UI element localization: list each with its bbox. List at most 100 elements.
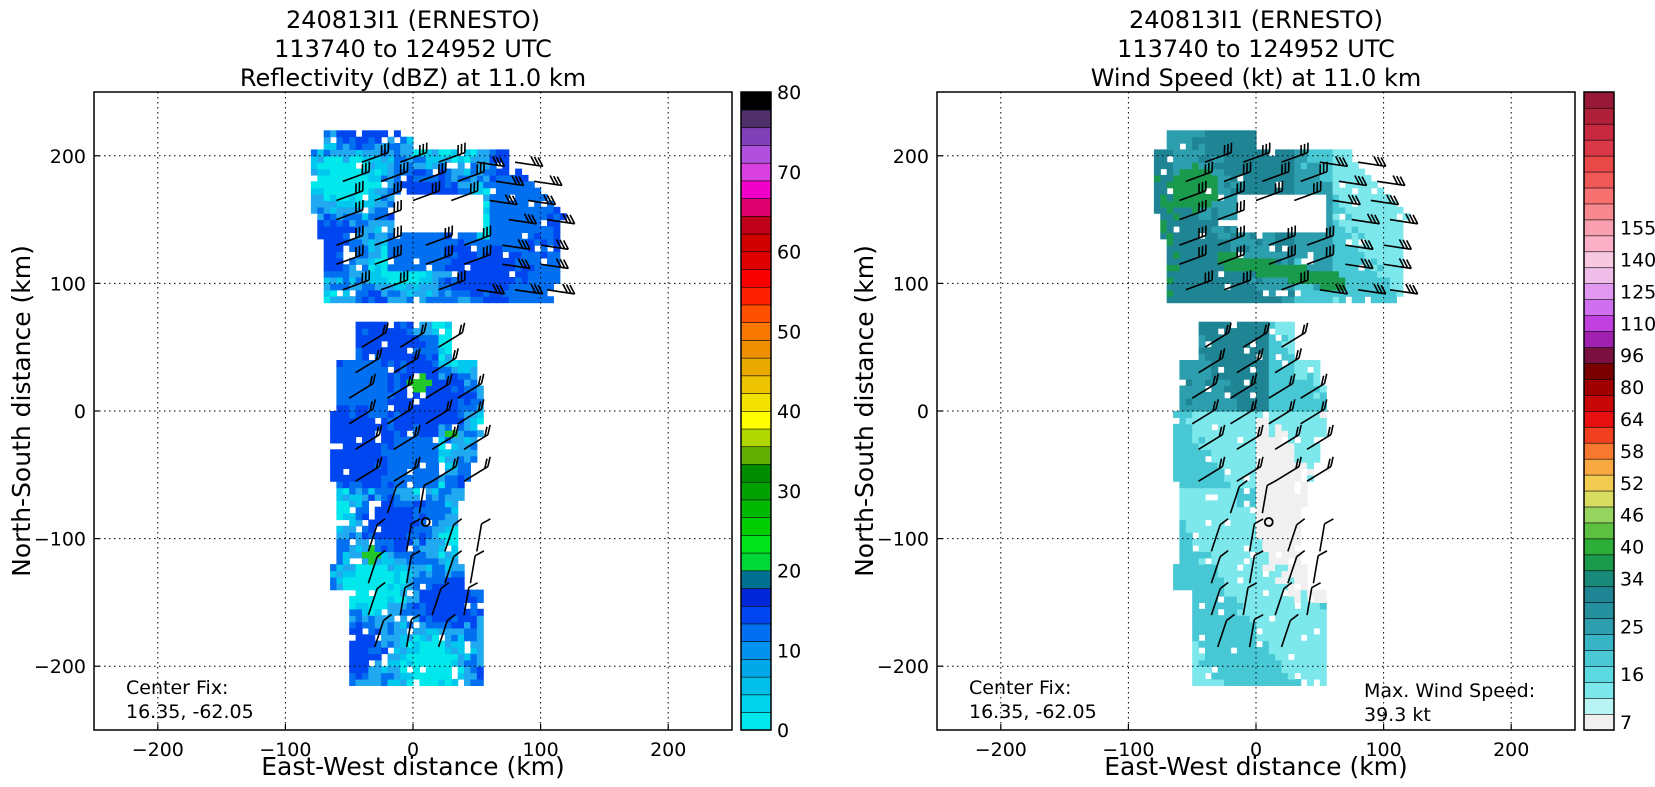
field-cell <box>1256 449 1263 457</box>
field-cell <box>1192 213 1200 221</box>
field-cell <box>387 296 395 304</box>
field-cell <box>432 398 440 406</box>
x-tick-label: 100 <box>1365 739 1401 761</box>
field-cell <box>432 653 440 661</box>
field-cell <box>1224 583 1232 591</box>
panel-title-line-1: 240813I1 (ERNESTO) <box>1129 6 1383 34</box>
field-cell <box>362 245 369 253</box>
field-cell <box>1249 589 1257 597</box>
wind-barb <box>463 456 491 482</box>
field-cell <box>1211 430 1219 438</box>
field-cell <box>457 366 465 374</box>
field-cell <box>1249 449 1257 457</box>
field-cell <box>470 404 478 412</box>
field-cell <box>1307 187 1314 195</box>
field-cell <box>1205 436 1212 444</box>
field-cell <box>374 519 382 527</box>
field-cell <box>1300 640 1308 648</box>
field-cell <box>1268 525 1276 533</box>
field-cell <box>1275 251 1283 259</box>
field-cell <box>1313 174 1321 182</box>
field-cell <box>1217 679 1225 686</box>
field-cell <box>508 174 516 182</box>
field-cell <box>406 442 414 450</box>
field-cell <box>330 289 338 297</box>
field-cell <box>368 666 376 674</box>
field-cell <box>419 430 427 438</box>
field-cell <box>1173 213 1181 221</box>
field-cell <box>1198 615 1206 623</box>
field-cell <box>527 270 535 278</box>
field-cell <box>349 468 357 476</box>
field-cell <box>1332 187 1340 195</box>
field-cell <box>406 168 414 176</box>
field-cell <box>419 423 427 431</box>
field-cell <box>1275 647 1283 655</box>
field-cell <box>1249 270 1257 278</box>
field-cell <box>470 379 478 387</box>
field-cell <box>457 449 465 457</box>
field-cell <box>1338 206 1346 214</box>
field-cell <box>355 481 363 489</box>
field-cell <box>330 576 338 584</box>
field-cell <box>381 219 389 227</box>
field-cell <box>451 181 459 189</box>
field-cell <box>1300 283 1308 291</box>
field-cell <box>342 289 350 297</box>
field-cell <box>342 493 350 501</box>
field-cell <box>1217 525 1225 533</box>
field-cell <box>1192 136 1200 144</box>
field-cell <box>457 462 465 469</box>
field-cell <box>362 462 369 469</box>
field-cell <box>413 589 420 597</box>
panel-title-line-3: Wind Speed (kt) at 11.0 km <box>1091 64 1422 92</box>
field-cell <box>342 264 350 272</box>
field-cell <box>451 360 459 367</box>
wind-barb <box>374 225 403 246</box>
field-cell <box>1192 570 1200 578</box>
field-cell <box>470 640 478 648</box>
field-cell <box>1256 653 1263 661</box>
field-cell <box>1224 506 1232 514</box>
field-cell <box>1205 251 1212 259</box>
field-cell <box>553 219 561 227</box>
field-cell <box>1326 181 1334 189</box>
field-cell <box>425 487 433 495</box>
field-cell <box>1230 226 1238 233</box>
field-cell <box>393 640 401 648</box>
field-cell <box>451 659 459 667</box>
field-cell <box>1185 251 1193 259</box>
wind-barb <box>1198 456 1226 482</box>
field-cell <box>1281 270 1289 278</box>
field-cell <box>1224 187 1232 195</box>
field-cell <box>438 321 446 329</box>
field-cell <box>1307 672 1314 680</box>
field-cell <box>1275 455 1283 463</box>
field-cell <box>502 226 510 233</box>
field-cell <box>1383 232 1391 240</box>
field-cell <box>381 602 389 610</box>
field-cell <box>1205 621 1212 629</box>
field-cell <box>464 608 471 616</box>
field-cell <box>1262 653 1270 661</box>
panel-reflectivity: 240813I1 (ERNESTO) 113740 to 124952 UTC … <box>7 6 801 781</box>
field-cell <box>1287 289 1295 297</box>
field-cell <box>1243 366 1251 374</box>
field-cell <box>489 200 497 208</box>
field-cell <box>1364 232 1372 240</box>
field-cell <box>527 181 535 189</box>
field-cell <box>342 436 350 444</box>
field-cell <box>1256 487 1263 495</box>
field-cell <box>323 213 331 221</box>
field-cell <box>457 398 465 406</box>
field-cell <box>330 474 338 482</box>
field-cell <box>495 245 503 253</box>
field-cell <box>515 232 523 240</box>
field-cell <box>1224 640 1232 648</box>
field-cell <box>1211 672 1219 680</box>
field-cell <box>489 213 497 221</box>
field-cell <box>381 449 389 457</box>
field-cell <box>1179 372 1187 380</box>
field-cell <box>374 149 382 157</box>
field-cell <box>413 666 420 674</box>
